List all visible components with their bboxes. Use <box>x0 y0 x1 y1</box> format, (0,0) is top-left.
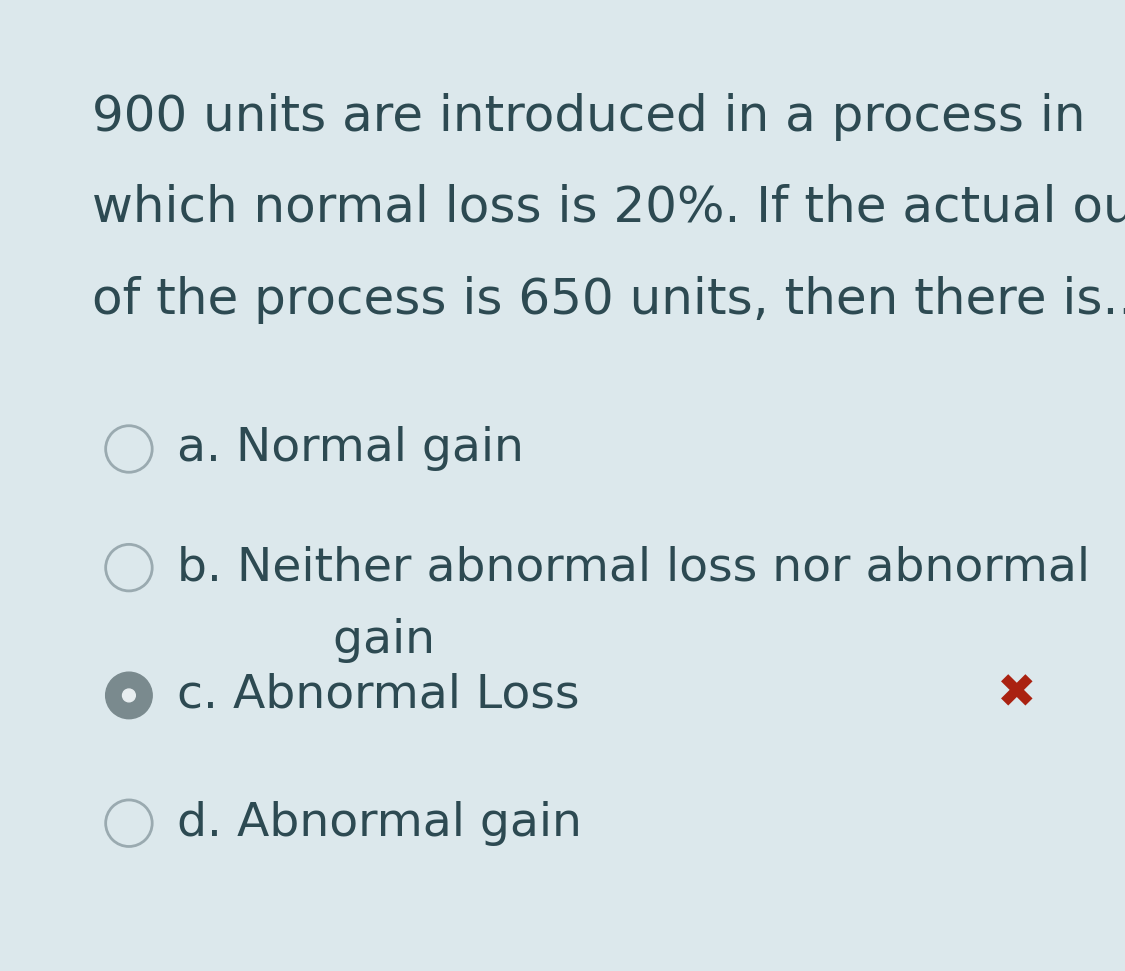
Text: 900 units are introduced in a process in: 900 units are introduced in a process in <box>92 93 1086 141</box>
Text: which normal loss is 20%. If the actual output: which normal loss is 20%. If the actual … <box>92 184 1125 232</box>
Ellipse shape <box>106 545 152 591</box>
Text: of the process is 650 units, then there is.........: of the process is 650 units, then there … <box>92 276 1125 323</box>
Ellipse shape <box>123 689 135 702</box>
Text: a. Normal gain: a. Normal gain <box>177 426 523 472</box>
Text: c. Abnormal Loss: c. Abnormal Loss <box>177 673 579 718</box>
Ellipse shape <box>106 425 152 472</box>
Ellipse shape <box>106 800 152 847</box>
Text: ✖: ✖ <box>998 673 1037 718</box>
Ellipse shape <box>106 672 152 719</box>
Text: b. Neither abnormal loss nor abnormal: b. Neither abnormal loss nor abnormal <box>177 545 1089 590</box>
Text: d. Abnormal gain: d. Abnormal gain <box>177 801 582 846</box>
Text: gain: gain <box>198 619 434 663</box>
